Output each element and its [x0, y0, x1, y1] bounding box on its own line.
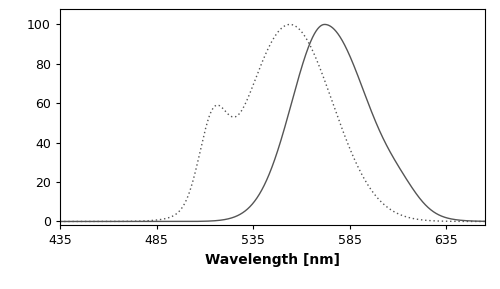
X-axis label: Wavelength [nm]: Wavelength [nm]: [205, 253, 340, 267]
